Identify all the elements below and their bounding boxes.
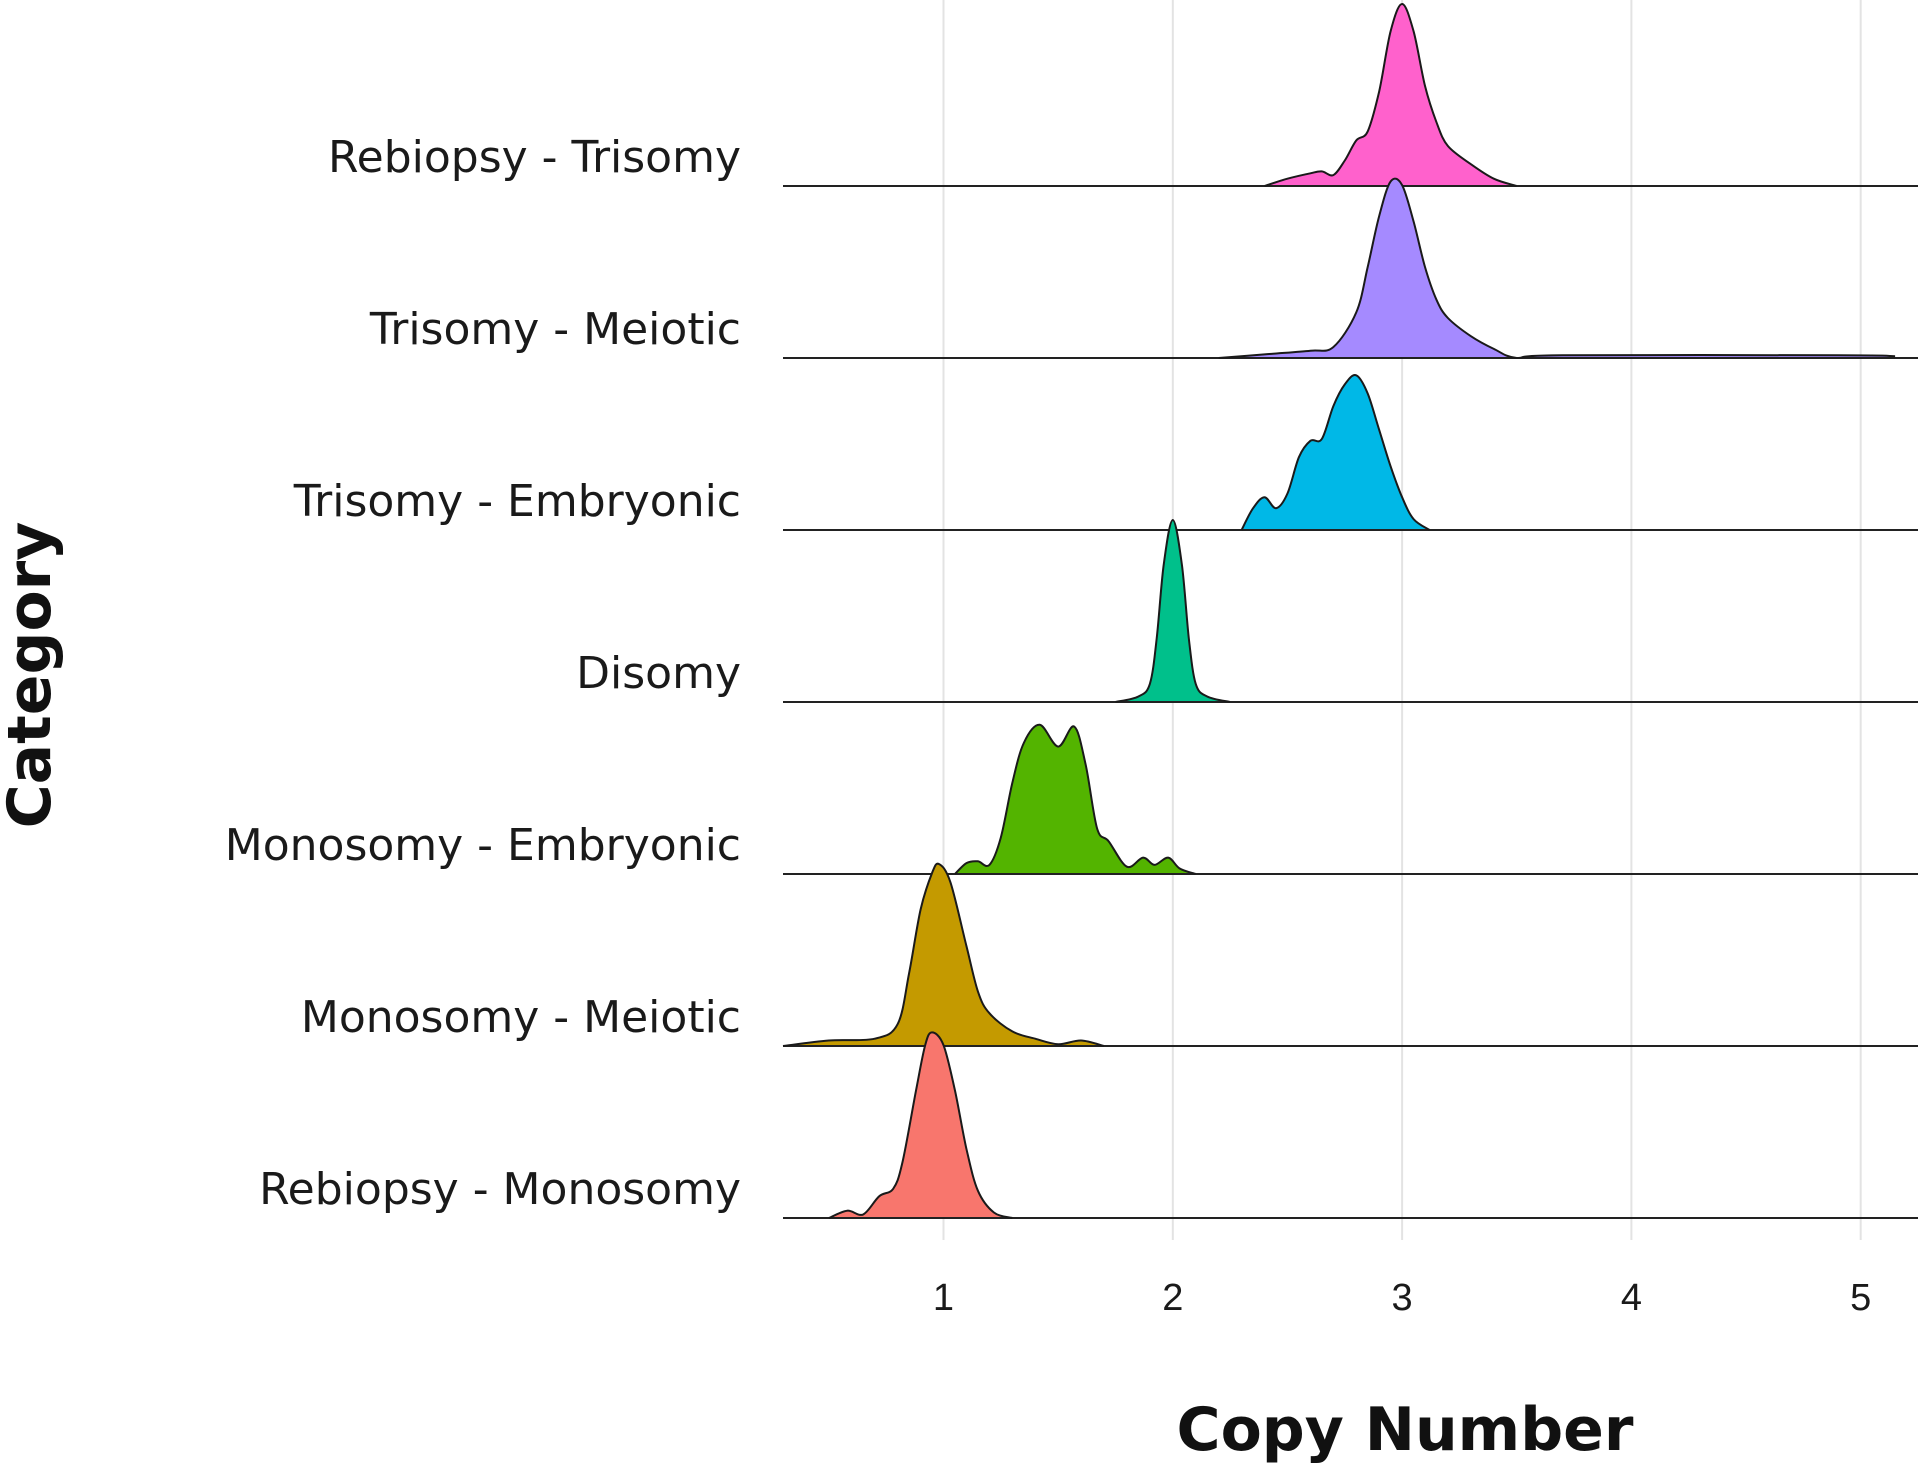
category-label-monosomy-embryonic: Monosomy - Embryonic <box>225 820 741 871</box>
category-label-trisomy-embryonic: Trisomy - Embryonic <box>293 476 741 527</box>
ridge-outline-trisomy-meiotic <box>1218 177 1896 359</box>
ridge-outline-rebiopsy-monosomy <box>828 1031 1013 1219</box>
y-axis-title: Category <box>0 522 65 829</box>
x-tick-3: 3 <box>1392 1277 1413 1319</box>
category-label-rebiopsy-monosomy: Rebiopsy - Monosomy <box>259 1164 741 1215</box>
category-label-rebiopsy-trisomy: Rebiopsy - Trisomy <box>328 132 741 183</box>
x-axis-title: Copy Number <box>1177 1395 1634 1465</box>
category-label-disomy: Disomy <box>576 648 741 699</box>
x-tick-4: 4 <box>1621 1277 1642 1319</box>
ridge-outline-trisomy-embryonic <box>1240 374 1431 531</box>
ridge-outline-rebiopsy-trisomy <box>1264 3 1518 187</box>
ridge-fill-monosomy-meiotic <box>783 863 1104 1046</box>
ridge-outline-monosomy-meiotic <box>782 862 1105 1047</box>
ridge-fill-monosomy-embryonic <box>955 724 1196 874</box>
ridge-fill-rebiopsy-trisomy <box>1264 4 1517 186</box>
category-label-monosomy-meiotic: Monosomy - Meiotic <box>301 992 741 1043</box>
ridge-outline-disomy <box>1115 519 1231 703</box>
x-tick-5: 5 <box>1850 1277 1871 1319</box>
x-tick-labels: 1 2 3 4 5 <box>933 1277 1871 1319</box>
ridge-fill-rebiopsy-monosomy <box>828 1032 1013 1218</box>
ridge-outline-monosomy-embryonic <box>954 723 1197 875</box>
ridge-fill-disomy <box>1115 520 1231 702</box>
x-tick-2: 2 <box>1162 1277 1183 1319</box>
category-label-trisomy-meiotic: Trisomy - Meiotic <box>369 304 741 355</box>
category-labels: Rebiopsy - Trisomy Trisomy - Meiotic Triso… <box>225 132 741 1215</box>
x-tick-1: 1 <box>933 1277 954 1319</box>
density-ridges <box>782 3 1918 1219</box>
ridge-fill-trisomy-meiotic <box>1218 178 1896 358</box>
